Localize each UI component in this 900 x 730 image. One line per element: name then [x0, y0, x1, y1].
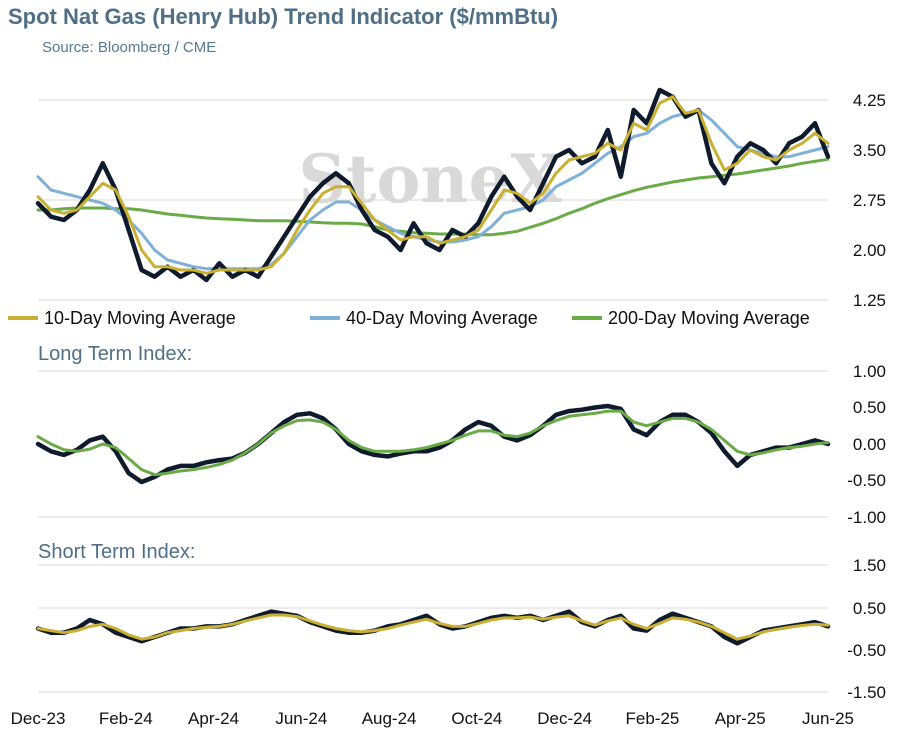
x-tick-label: Feb-25: [626, 709, 680, 728]
y-tick-label: 4.25: [853, 91, 886, 110]
chart-source: Source: Bloomberg / CME: [42, 39, 217, 56]
short_index_signal-line: [36, 613, 830, 641]
x-tick-label: Feb-24: [99, 709, 153, 728]
stonex-watermark: StoneX: [298, 140, 562, 218]
x-tick-label: Aug-24: [362, 709, 417, 728]
y-tick-label: 1.25: [853, 291, 886, 310]
long_index_signal-line: [36, 409, 830, 477]
long_index-line: [35, 403, 831, 485]
x-tick-label: Apr-24: [188, 709, 239, 728]
legend-label: 200-Day Moving Average: [608, 308, 810, 328]
x-tick-label: Jun-25: [802, 709, 854, 728]
ma200-line: [36, 157, 830, 237]
y-tick-label: -1.50: [847, 683, 886, 702]
y-tick-label: 0.50: [853, 599, 886, 618]
x-tick-label: Jun-24: [275, 709, 327, 728]
panel-title: Long Term Index:: [38, 343, 192, 365]
y-tick-label: 1.50: [853, 556, 886, 575]
ma10-line: [36, 95, 830, 275]
x-tick-label: Dec-24: [537, 709, 592, 728]
y-tick-label: 2.75: [853, 191, 886, 210]
x-tick-label: Oct-24: [451, 709, 502, 728]
y-tick-label: 2.00: [853, 241, 886, 260]
y-tick-label: 0.50: [853, 398, 886, 417]
panel-title: Short Term Index:: [38, 541, 195, 563]
legend-label: 40-Day Moving Average: [346, 308, 538, 328]
y-tick-label: -0.50: [847, 471, 886, 490]
y-tick-label: 1.00: [853, 362, 886, 381]
legend-label: 10-Day Moving Average: [44, 308, 236, 328]
chart-title: Spot Nat Gas (Henry Hub) Trend Indicator…: [8, 4, 559, 29]
y-tick-label: -0.50: [847, 641, 886, 660]
y-tick-label: -1.00: [847, 508, 886, 527]
x-tick-label: Dec-23: [11, 709, 66, 728]
x-tick-label: Apr-25: [715, 709, 766, 728]
y-tick-label: 0.00: [853, 435, 886, 454]
y-tick-label: 3.50: [853, 141, 886, 160]
short_index-line: [35, 609, 831, 646]
